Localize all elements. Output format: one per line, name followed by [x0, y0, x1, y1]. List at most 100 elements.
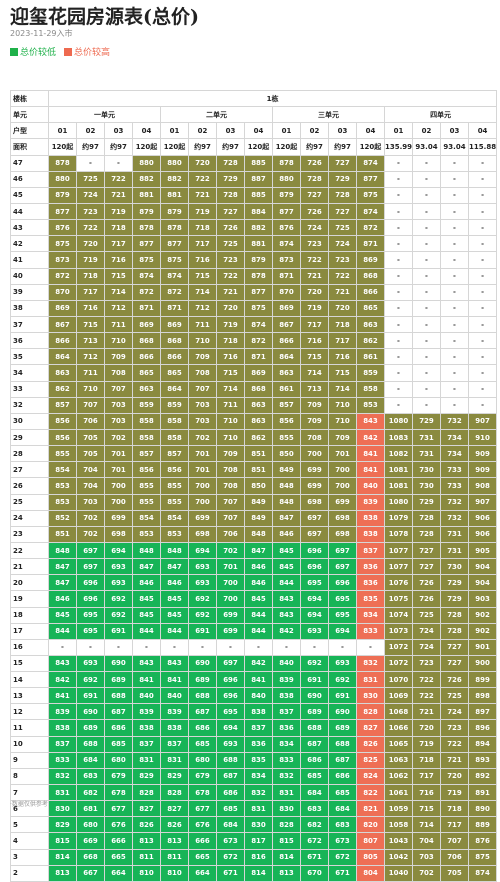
price-cell[interactable]: 724 — [328, 235, 357, 253]
price-cell[interactable]: 723 — [76, 202, 105, 221]
price-cell[interactable]: 874 — [160, 267, 189, 285]
price-cell[interactable]: - — [76, 154, 105, 172]
price-cell[interactable]: 703 — [104, 412, 133, 430]
price-cell[interactable]: 714 — [300, 364, 329, 382]
price-cell[interactable]: 721 — [216, 283, 245, 301]
price-cell[interactable]: 857 — [132, 445, 161, 463]
price-cell[interactable]: 851 — [48, 525, 77, 543]
price-cell[interactable]: 858 — [132, 428, 161, 447]
price-cell[interactable]: 672 — [216, 848, 245, 866]
price-cell[interactable]: 681 — [76, 800, 105, 818]
price-cell[interactable]: 869 — [160, 315, 189, 334]
price-cell[interactable]: 856 — [48, 412, 77, 430]
price-cell[interactable]: 733 — [440, 461, 469, 479]
price-cell[interactable]: 825 — [356, 751, 385, 769]
price-cell[interactable]: 709 — [328, 428, 357, 447]
price-cell[interactable]: 727 — [300, 186, 329, 204]
price-cell[interactable]: 867 — [48, 315, 77, 334]
price-cell[interactable]: 672 — [328, 848, 357, 866]
price-cell[interactable]: - — [48, 638, 77, 656]
price-cell[interactable]: 828 — [160, 784, 189, 802]
price-cell[interactable]: 824 — [356, 767, 385, 786]
price-cell[interactable]: 725 — [440, 687, 469, 705]
price-cell[interactable]: 1080 — [384, 412, 413, 430]
price-cell[interactable]: 689 — [76, 719, 105, 737]
price-cell[interactable]: 694 — [216, 719, 245, 737]
price-cell[interactable]: 666 — [188, 832, 217, 850]
price-cell[interactable]: 836 — [272, 719, 301, 737]
price-cell[interactable]: - — [467, 219, 498, 237]
price-cell[interactable]: - — [272, 638, 301, 656]
price-cell[interactable]: 720 — [216, 299, 245, 317]
price-cell[interactable]: 846 — [272, 525, 301, 543]
price-cell[interactable]: 685 — [216, 800, 245, 818]
price-cell[interactable]: 726 — [412, 590, 441, 608]
price-cell[interactable]: 730 — [412, 461, 441, 479]
price-cell[interactable]: 700 — [188, 477, 217, 495]
price-cell[interactable]: 851 — [244, 461, 273, 479]
price-cell[interactable]: - — [104, 154, 133, 172]
price-cell[interactable]: 879 — [160, 202, 189, 221]
price-cell[interactable]: 830 — [244, 816, 273, 834]
price-cell[interactable]: 701 — [104, 445, 133, 463]
price-cell[interactable]: - — [384, 202, 413, 221]
price-cell[interactable]: 718 — [440, 800, 469, 818]
price-cell[interactable]: 840 — [132, 687, 161, 705]
price-cell[interactable]: 707 — [104, 380, 133, 398]
price-cell[interactable]: 884 — [244, 202, 273, 221]
price-cell[interactable]: 716 — [328, 348, 357, 366]
price-cell[interactable]: 838 — [356, 509, 385, 527]
price-cell[interactable]: 691 — [300, 671, 329, 689]
price-cell[interactable]: - — [440, 170, 469, 188]
price-cell[interactable]: 697 — [76, 558, 105, 576]
price-cell[interactable]: 841 — [356, 461, 385, 479]
price-cell[interactable]: 1066 — [384, 719, 413, 737]
price-cell[interactable]: 807 — [356, 832, 385, 850]
price-cell[interactable]: 721 — [440, 751, 469, 769]
price-cell[interactable]: 696 — [300, 558, 329, 576]
price-cell[interactable]: 906 — [467, 525, 498, 543]
price-cell[interactable]: 725 — [328, 219, 357, 237]
price-cell[interactable]: 682 — [300, 816, 329, 834]
price-cell[interactable]: - — [440, 202, 469, 221]
price-cell[interactable]: 880 — [272, 170, 301, 188]
price-cell[interactable]: 718 — [104, 219, 133, 237]
price-cell[interactable]: - — [440, 267, 469, 285]
price-cell[interactable]: 814 — [244, 864, 273, 882]
price-cell[interactable]: 901 — [467, 638, 498, 656]
price-cell[interactable]: 880 — [48, 170, 77, 188]
price-cell[interactable]: 701 — [188, 461, 217, 479]
price-cell[interactable]: 1063 — [384, 751, 413, 769]
price-cell[interactable]: 840 — [160, 687, 189, 705]
price-cell[interactable]: 664 — [104, 864, 133, 882]
price-cell[interactable]: 732 — [440, 509, 469, 527]
price-cell[interactable]: 680 — [188, 751, 217, 769]
price-cell[interactable]: 863 — [132, 380, 161, 398]
price-cell[interactable]: 718 — [328, 315, 357, 334]
price-cell[interactable]: 845 — [244, 590, 273, 608]
price-cell[interactable]: 876 — [467, 832, 498, 850]
price-cell[interactable]: 695 — [328, 606, 357, 624]
price-cell[interactable]: - — [412, 380, 441, 398]
price-cell[interactable]: 848 — [160, 541, 189, 560]
price-cell[interactable]: 833 — [356, 622, 385, 640]
price-cell[interactable]: 862 — [48, 380, 77, 398]
price-cell[interactable]: 695 — [300, 574, 329, 592]
price-cell[interactable]: 703 — [104, 396, 133, 414]
price-cell[interactable]: 907 — [467, 412, 498, 430]
price-cell[interactable]: 699 — [300, 461, 329, 479]
price-cell[interactable]: 711 — [76, 364, 105, 382]
price-cell[interactable]: 688 — [216, 751, 245, 769]
price-cell[interactable]: 671 — [328, 864, 357, 882]
price-cell[interactable]: 726 — [412, 574, 441, 592]
price-cell[interactable]: 722 — [412, 671, 441, 689]
price-cell[interactable]: 712 — [188, 299, 217, 317]
price-cell[interactable]: 817 — [244, 832, 273, 850]
price-cell[interactable]: 709 — [188, 348, 217, 366]
price-cell[interactable]: 898 — [467, 687, 498, 705]
price-cell[interactable]: 726 — [216, 219, 245, 237]
price-cell[interactable]: 718 — [76, 267, 105, 285]
price-cell[interactable]: 669 — [76, 832, 105, 850]
price-cell[interactable]: 686 — [300, 751, 329, 769]
price-cell[interactable]: 715 — [300, 348, 329, 366]
